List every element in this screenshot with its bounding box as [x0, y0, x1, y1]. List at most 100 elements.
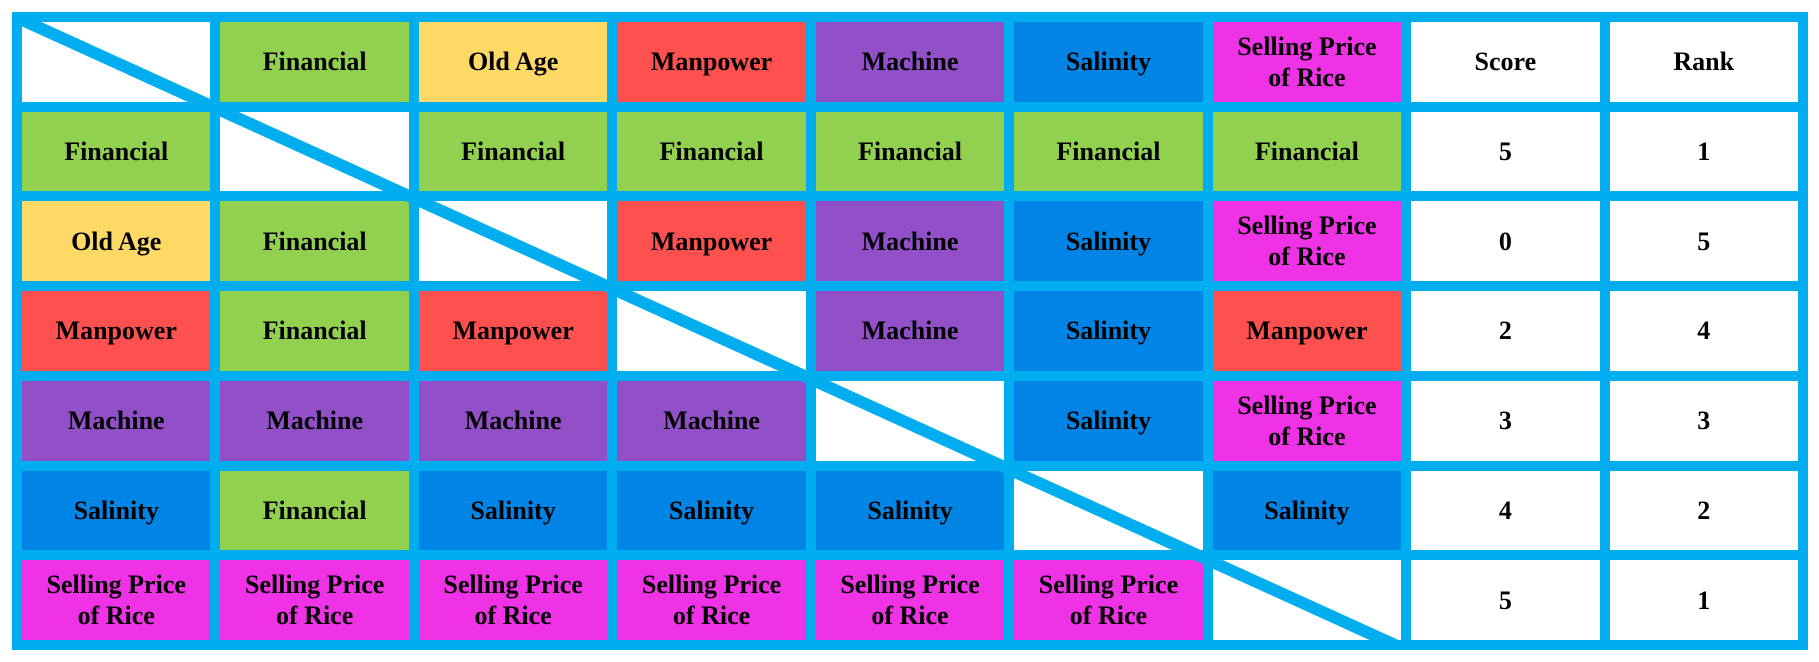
comparison-cell: Financial [220, 470, 409, 551]
comparison-cell: Salinity [1014, 291, 1203, 371]
score-cell-text: 3 [1498, 406, 1512, 436]
header-cell: Financial [220, 22, 409, 102]
score-cell-text: 4 [1498, 495, 1512, 525]
rank-cell: 4 [1609, 291, 1798, 371]
comparison-cell: Selling Price of Rice [220, 560, 409, 640]
score-cell: 0 [1411, 201, 1600, 282]
header-cell: Machine [815, 22, 1005, 102]
row-label-cell: Manpower [22, 291, 211, 371]
row-label-cell-text: Selling Price of Rice [46, 569, 186, 631]
rank-cell-text: 1 [1697, 136, 1711, 166]
comparison-cell-text: Financial [262, 495, 367, 525]
diagonal-empty-cell [418, 201, 608, 282]
comparison-cell: Financial [1212, 111, 1402, 192]
diagonal-empty-cell [1014, 470, 1203, 551]
comparison-cell-text: Machine [861, 226, 959, 256]
rank-cell: 1 [1609, 560, 1798, 640]
comparison-cell-text: Machine [266, 406, 364, 436]
header-cell-text: Salinity [1065, 47, 1152, 77]
row-label-cell: Old Age [22, 201, 211, 282]
row-label-cell-text: Machine [67, 406, 165, 436]
corner-cell [22, 22, 211, 102]
header-cell-text: Score [1474, 47, 1537, 77]
comparison-cell: Salinity [815, 470, 1005, 551]
header-cell-text: Selling Price of Rice [1237, 31, 1377, 92]
header-cell: Score [1411, 22, 1600, 102]
comparison-cell: Machine [418, 380, 608, 461]
header-cell: Rank [1609, 22, 1798, 102]
header-cell: Salinity [1014, 22, 1203, 102]
comparison-cell: Financial [220, 291, 409, 371]
header-cell-text: Old Age [467, 47, 559, 77]
rank-cell: 1 [1609, 111, 1798, 192]
rank-cell: 3 [1609, 380, 1798, 461]
comparison-cell: Financial [220, 201, 409, 282]
comparison-cell-text: Manpower [1246, 316, 1368, 346]
rank-cell-text: 5 [1697, 226, 1711, 256]
comparison-cell: Machine [617, 380, 806, 461]
comparison-cell: Manpower [617, 201, 806, 282]
comparison-cell-text: Salinity [1065, 316, 1152, 346]
score-cell-text: 5 [1498, 585, 1512, 615]
comparison-cell-text: Machine [663, 406, 760, 436]
row-label-cell-text: Old Age [71, 226, 162, 256]
comparison-cell: Salinity [617, 470, 806, 551]
comparison-cell: Manpower [1212, 291, 1402, 371]
score-cell: 5 [1411, 111, 1600, 192]
comparison-cell: Salinity [1212, 470, 1402, 551]
comparison-cell-text: Manpower [452, 316, 574, 346]
score-cell: 4 [1411, 470, 1600, 551]
comparison-cell-text: Selling Price of Rice [1038, 569, 1179, 631]
header-cell-text: Financial [262, 47, 367, 77]
header-cell-text: Machine [861, 47, 959, 77]
comparison-cell: Financial [418, 111, 608, 192]
header-cell-text: Manpower [650, 47, 773, 77]
comparison-cell-text: Machine [861, 316, 959, 346]
row-label-cell-text: Manpower [55, 316, 177, 346]
row-label-cell: Machine [22, 380, 211, 461]
comparison-cell-text: Selling Price of Rice [443, 569, 583, 631]
comparison-cell: Selling Price of Rice [1212, 380, 1402, 461]
comparison-cell-text: Salinity [470, 495, 556, 525]
diagonal-empty-cell [220, 111, 409, 192]
comparison-cell: Selling Price of Rice [1014, 560, 1203, 640]
comparison-cell-text: Financial [659, 136, 764, 166]
row-label-cell-text: Financial [64, 136, 169, 166]
comparison-cell-text: Financial [262, 316, 367, 346]
comparison-cell: Salinity [1014, 380, 1203, 461]
comparison-cell-text: Selling Price of Rice [641, 569, 782, 631]
header-cell: Selling Price of Rice [1212, 22, 1402, 102]
comparison-cell-text: Selling Price of Rice [840, 569, 980, 631]
diagonal-empty-cell [815, 380, 1005, 461]
score-cell-text: 2 [1498, 316, 1512, 346]
comparison-cell: Financial [1014, 111, 1203, 192]
comparison-cell-text: Financial [857, 136, 962, 166]
pairwise-ranking-matrix: Financial Old Age Manpower Machine Salinity S… [12, 12, 1808, 650]
score-cell: 3 [1411, 380, 1600, 461]
diagonal-empty-cell [1212, 560, 1402, 640]
comparison-cell-text: Selling Price of Rice [1237, 211, 1377, 272]
comparison-cell: Financial [617, 111, 806, 192]
comparison-cell: Financial [815, 111, 1005, 192]
row-label-cell: Financial [22, 111, 211, 192]
rank-cell: 5 [1609, 201, 1798, 282]
rank-cell-text: 2 [1697, 495, 1711, 525]
comparison-cell-text: Salinity [1065, 406, 1152, 436]
comparison-cell-text: Selling Price of Rice [1237, 390, 1377, 451]
comparison-cell-text: Salinity [1065, 226, 1152, 256]
header-cell: Old Age [418, 22, 608, 102]
row-label-cell: Selling Price of Rice [22, 560, 211, 640]
comparison-cell-text: Selling Price of Rice [244, 569, 385, 631]
comparison-cell-text: Financial [1254, 136, 1359, 166]
rank-cell-text: 4 [1697, 316, 1711, 346]
rank-cell-text: 3 [1697, 406, 1711, 436]
rank-cell-text: 1 [1697, 585, 1711, 615]
comparison-cell: Salinity [1014, 201, 1203, 282]
comparison-cell-text: Manpower [650, 226, 773, 256]
header-cell: Manpower [617, 22, 806, 102]
comparison-cell-text: Machine [464, 406, 562, 436]
comparison-cell-text: Salinity [1264, 495, 1350, 525]
comparison-cell: Machine [815, 201, 1005, 282]
comparison-cell-text: Financial [1056, 136, 1161, 166]
comparison-cell: Selling Price of Rice [617, 560, 806, 640]
